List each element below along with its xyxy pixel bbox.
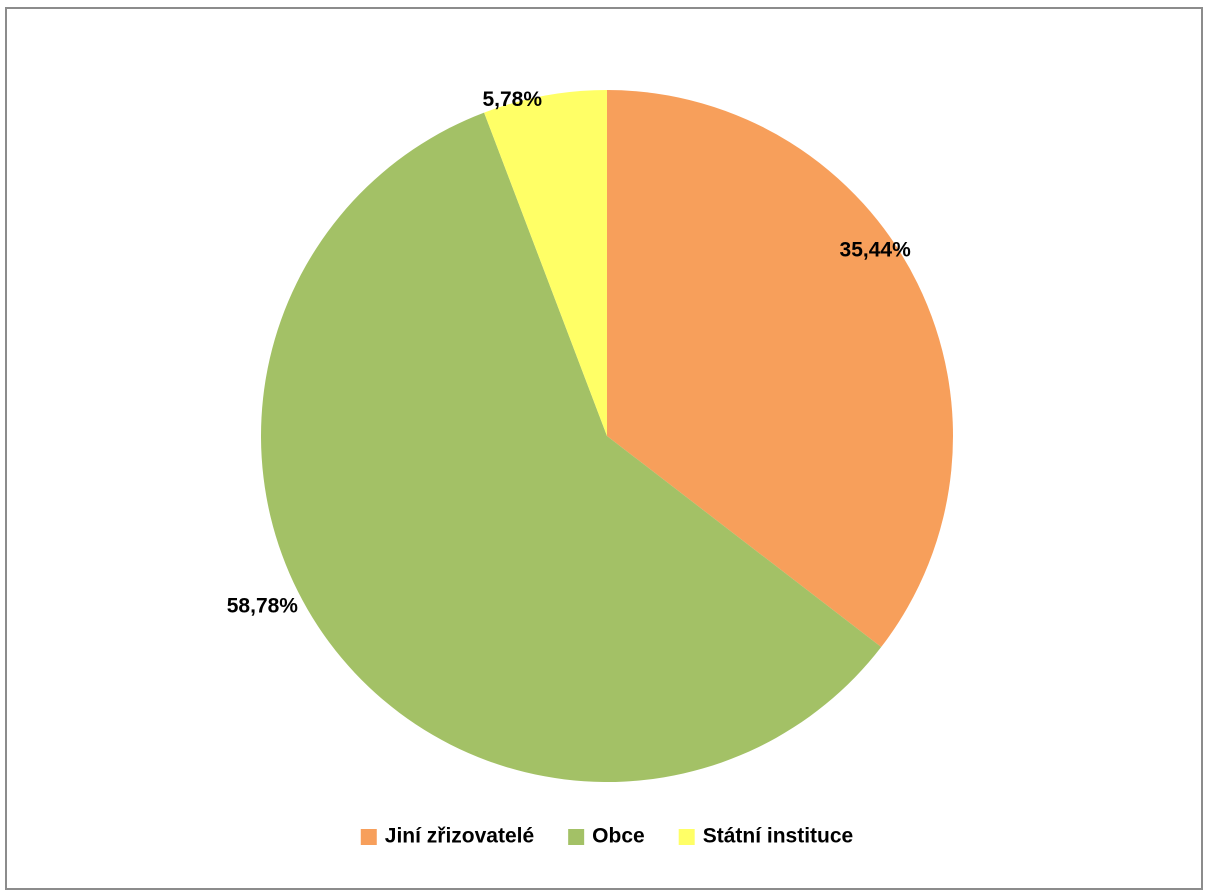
pie-slice-jini-zrizovatele [607,90,953,648]
data-labels: 35,44% 58,78% 5,78% [227,88,911,617]
data-label-jini-zrizovatele: 35,44% [840,238,912,261]
pie-slice-obce [260,112,882,783]
legend-label-jini-zrizovatele: Jiní zřizovatelé [385,825,534,848]
pie-slices [260,90,953,783]
legend: Jiní zřizovatelé Obce Státní instituce [360,825,854,848]
data-label-statni-instituce: 5,78% [482,88,542,111]
pie-slice-statni-instituce [484,90,607,436]
legend-label-statni-instituce: Státní instituce [703,825,854,848]
legend-label-obce: Obce [592,825,645,848]
legend-swatch-jini-zrizovatele [360,829,377,845]
data-label-obce: 58,78% [227,595,299,618]
legend-swatch-obce [568,829,585,845]
legend-swatch-statni-instituce [678,829,695,845]
